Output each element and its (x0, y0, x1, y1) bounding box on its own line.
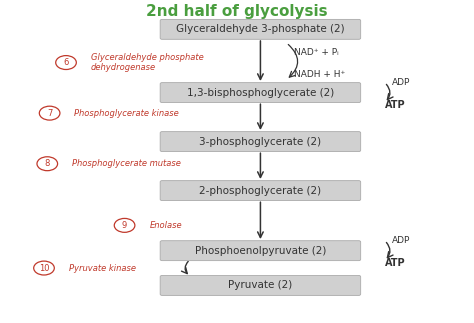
Text: 2-phosphoglycerate (2): 2-phosphoglycerate (2) (200, 186, 321, 196)
Text: 2nd half of glycolysis: 2nd half of glycolysis (146, 5, 328, 19)
Text: Pyruvate (2): Pyruvate (2) (228, 280, 292, 290)
Text: Enolase: Enolase (149, 221, 182, 230)
Text: ATP: ATP (384, 258, 405, 268)
FancyBboxPatch shape (160, 19, 361, 39)
FancyBboxPatch shape (160, 276, 361, 296)
Text: Phosphoglycerate kinase: Phosphoglycerate kinase (74, 109, 179, 118)
Text: ADP: ADP (392, 78, 410, 87)
Text: Glyceraldehyde 3-phosphate (2): Glyceraldehyde 3-phosphate (2) (176, 24, 345, 34)
Text: NAD⁺ + Pᵢ: NAD⁺ + Pᵢ (294, 47, 339, 57)
Text: Phosphoglycerate mutase: Phosphoglycerate mutase (72, 159, 181, 168)
Text: 3-phosphoglycerate (2): 3-phosphoglycerate (2) (200, 137, 321, 147)
Text: ATP: ATP (384, 100, 405, 110)
FancyBboxPatch shape (160, 132, 361, 151)
Text: Pyruvate kinase: Pyruvate kinase (69, 264, 136, 273)
Text: NADH + H⁺: NADH + H⁺ (294, 70, 346, 79)
FancyBboxPatch shape (160, 83, 361, 102)
Text: 6: 6 (64, 58, 69, 67)
Text: Glyceraldehyde phosphate
dehydrogenase: Glyceraldehyde phosphate dehydrogenase (91, 53, 204, 72)
Text: 7: 7 (47, 109, 52, 118)
FancyBboxPatch shape (160, 181, 361, 201)
FancyBboxPatch shape (160, 241, 361, 261)
Text: 10: 10 (39, 264, 49, 273)
Text: 9: 9 (122, 221, 127, 230)
Text: 1,3-bisphosphoglycerate (2): 1,3-bisphosphoglycerate (2) (187, 88, 334, 98)
Text: 8: 8 (45, 159, 50, 168)
Text: ADP: ADP (392, 236, 410, 245)
Text: Phosphoenolpyruvate (2): Phosphoenolpyruvate (2) (195, 246, 326, 256)
